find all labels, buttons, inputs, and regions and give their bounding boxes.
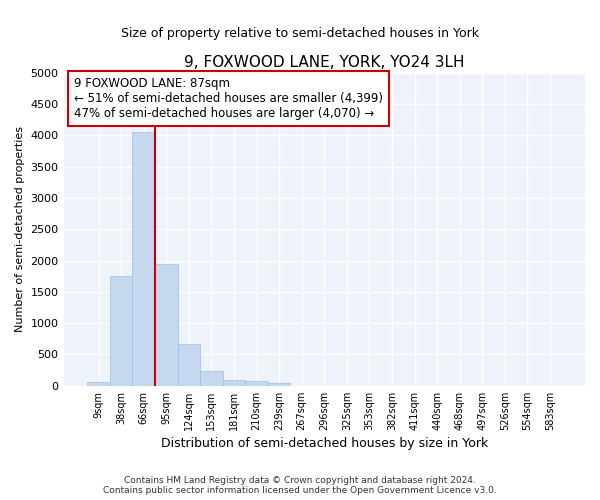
Bar xyxy=(245,382,268,386)
Bar xyxy=(200,371,223,386)
Y-axis label: Number of semi-detached properties: Number of semi-detached properties xyxy=(15,126,25,332)
Title: 9, FOXWOOD LANE, YORK, YO24 3LH: 9, FOXWOOD LANE, YORK, YO24 3LH xyxy=(184,55,464,70)
Bar xyxy=(155,264,178,386)
Bar xyxy=(223,380,245,386)
Bar xyxy=(110,276,133,386)
Bar xyxy=(268,382,290,386)
Bar xyxy=(87,382,110,386)
Text: Size of property relative to semi-detached houses in York: Size of property relative to semi-detach… xyxy=(121,28,479,40)
X-axis label: Distribution of semi-detached houses by size in York: Distribution of semi-detached houses by … xyxy=(161,437,488,450)
Text: Contains HM Land Registry data © Crown copyright and database right 2024.
Contai: Contains HM Land Registry data © Crown c… xyxy=(103,476,497,495)
Bar xyxy=(178,344,200,386)
Text: 9 FOXWOOD LANE: 87sqm
← 51% of semi-detached houses are smaller (4,399)
47% of s: 9 FOXWOOD LANE: 87sqm ← 51% of semi-deta… xyxy=(74,78,383,120)
Bar xyxy=(133,132,155,386)
